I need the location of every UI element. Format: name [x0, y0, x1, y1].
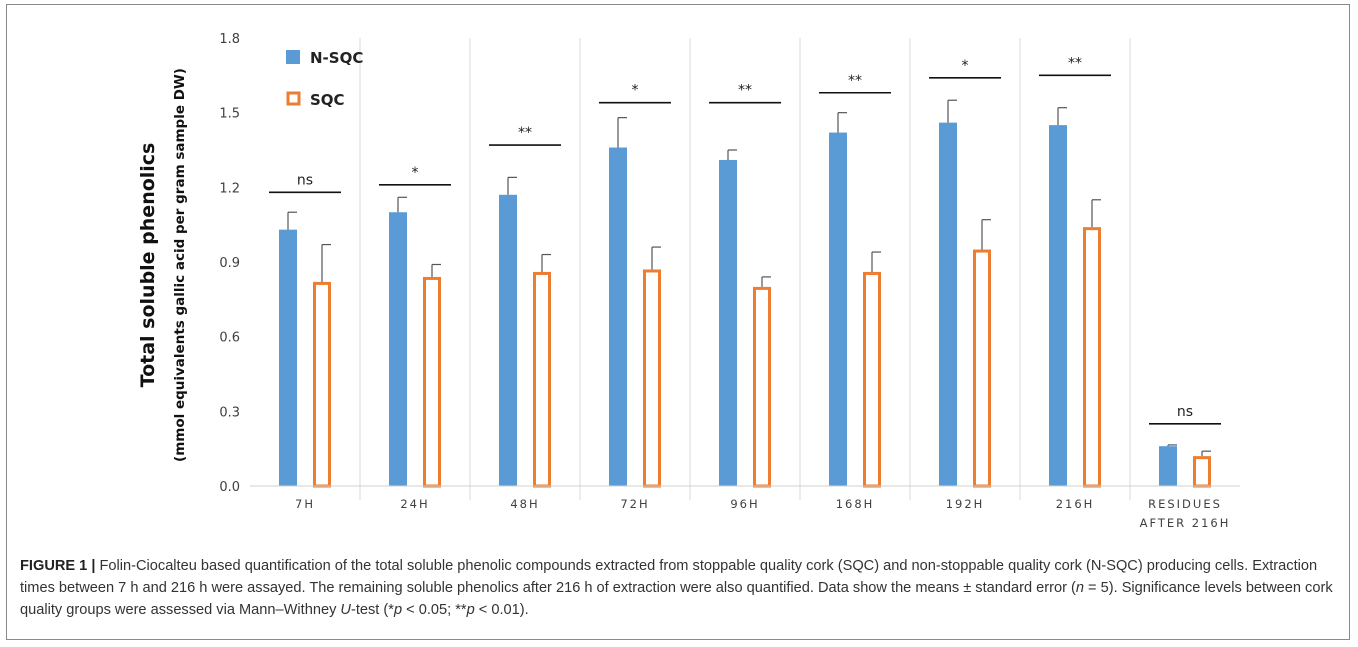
legend: N-SQC SQC	[286, 49, 363, 109]
bar-n-sqc	[389, 212, 407, 486]
bar-sqc	[863, 271, 881, 488]
significance-label: **	[738, 83, 752, 99]
significance-label: ns	[297, 172, 313, 188]
bar-n-sqc	[829, 132, 847, 487]
bar-sqc	[313, 281, 331, 488]
caption-text: = 5). Significance levels between cork q…	[20, 580, 1333, 618]
y-tick-label: 0.3	[219, 405, 240, 420]
bar-sqc	[643, 269, 661, 488]
y-axis-subtitle: (mmol equivalents gallic acid per gram s…	[172, 68, 188, 462]
significance-label: **	[1068, 55, 1082, 71]
bar-sqc	[533, 271, 551, 488]
category-separators	[359, 38, 1131, 500]
bar-sqc	[1083, 227, 1101, 488]
bar-n-sqc	[719, 159, 737, 486]
legend-swatch-sqc	[286, 91, 301, 106]
caption-text: < 0.05; **	[402, 602, 467, 618]
error-bars	[287, 99, 1211, 457]
bar-sqc	[1193, 456, 1211, 488]
significance-label: **	[848, 73, 862, 89]
significance-markers: ns **** ***** **ns	[269, 55, 1221, 425]
x-axis: 7H 24H 48H 72H 96H 168H 192H 216H RESIDUES AFTER …	[250, 485, 1240, 530]
caption-label: FIGURE 1 |	[20, 558, 96, 574]
figure-caption: FIGURE 1 | Folin-Ciocalteu based quantif…	[20, 555, 1340, 621]
significance-label: *	[412, 165, 419, 181]
caption-var-n: n	[1075, 580, 1084, 596]
x-tick-label: 7H	[295, 497, 315, 511]
y-tick-label: 1.5	[219, 107, 240, 122]
y-tick-label: 1.2	[219, 181, 240, 196]
significance-label: *	[962, 58, 969, 74]
y-tick-label: 1.8	[219, 32, 240, 47]
bar-n-sqc	[1049, 125, 1067, 486]
significance-label: *	[632, 83, 639, 99]
legend-label-n-sqc: N-SQC	[310, 49, 363, 67]
x-tick-label: AFTER 216H	[1140, 516, 1231, 530]
bar-sqc	[753, 286, 771, 488]
caption-var-p: p	[393, 602, 403, 618]
caption-text: -test (*	[350, 602, 394, 618]
bar-sqc	[423, 276, 441, 488]
x-tick-label: 24H	[400, 497, 429, 511]
y-axis-title: Total soluble phenolics	[137, 143, 159, 388]
caption-text: < 0.01).	[474, 602, 529, 618]
bar-n-sqc	[499, 194, 517, 487]
caption-var-u: U	[340, 602, 351, 618]
bars	[279, 122, 1211, 488]
x-tick-label: 192H	[946, 497, 985, 511]
y-tick-label: 0.0	[219, 480, 240, 495]
x-tick-label: RESIDUES	[1148, 497, 1222, 511]
legend-swatch-n-sqc	[286, 50, 300, 64]
y-tick-label: 0.6	[219, 331, 240, 346]
figure-frame	[6, 4, 1350, 640]
x-tick-label: 48H	[510, 497, 539, 511]
significance-label: **	[518, 125, 532, 141]
caption-var-p: p	[466, 602, 475, 618]
bar-n-sqc	[279, 229, 297, 486]
x-tick-label: 168H	[836, 497, 875, 511]
x-tick-label: 216H	[1056, 497, 1095, 511]
x-tick-label: 72H	[620, 497, 649, 511]
bar-sqc	[973, 249, 991, 488]
x-tick-label: 96H	[730, 497, 759, 511]
bar-chart: Total soluble phenolics (mmol equivalent…	[137, 32, 1240, 530]
y-tick-label: 0.9	[219, 256, 240, 271]
significance-label: ns	[1177, 404, 1193, 420]
legend-label-sqc: SQC	[310, 91, 345, 109]
y-axis: 0.0 0.3 0.6 0.9 1.2 1.5 1.8	[219, 32, 240, 495]
bar-n-sqc	[609, 147, 627, 486]
caption-text: Folin-Ciocalteu based quantification of …	[20, 558, 1318, 596]
bar-n-sqc	[939, 122, 957, 486]
bar-n-sqc	[1159, 446, 1177, 486]
